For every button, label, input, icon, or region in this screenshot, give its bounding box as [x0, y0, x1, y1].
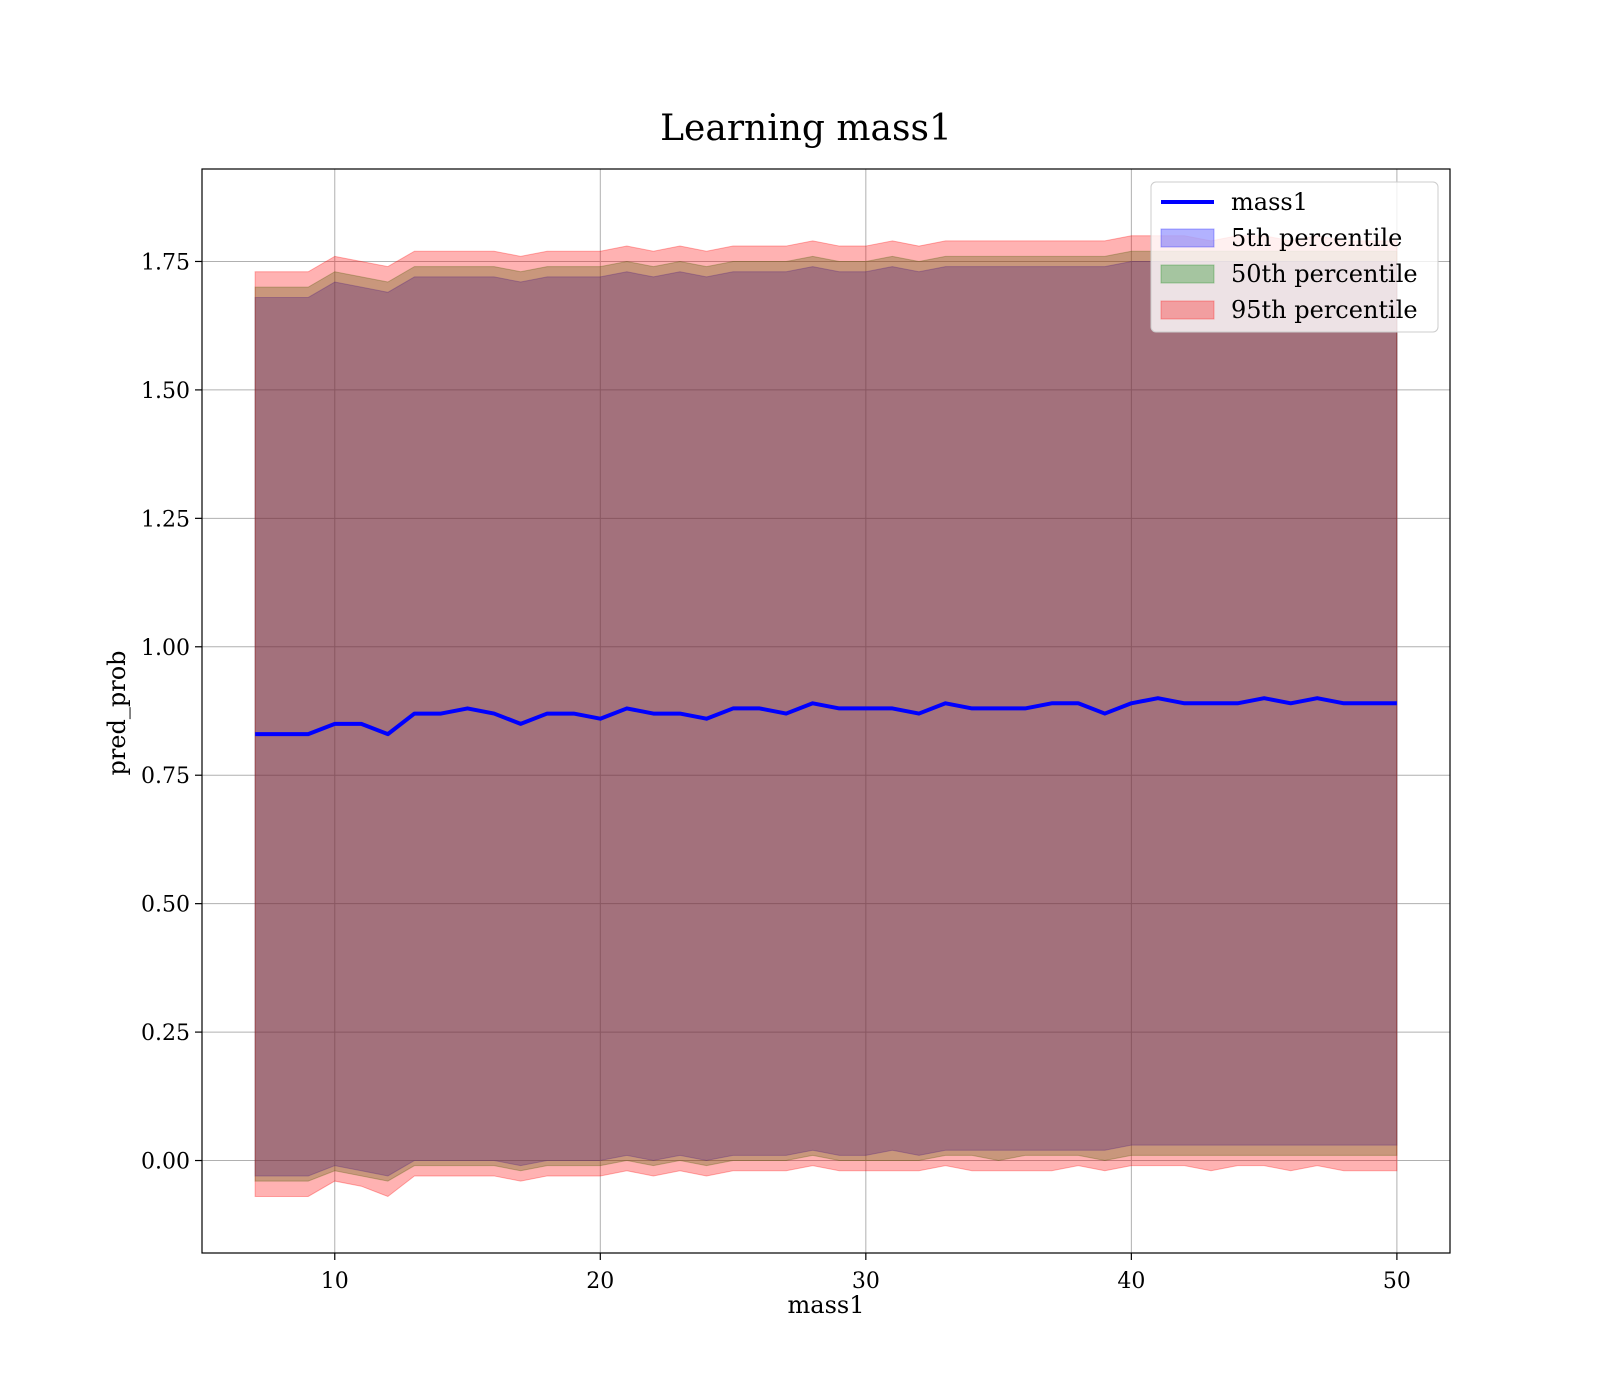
x-tick-label: 20: [586, 1269, 614, 1294]
y-tick-label: 0.25: [141, 1021, 190, 1046]
x-axis-label: mass1: [788, 1291, 865, 1319]
legend-label: 50th percentile: [1231, 260, 1418, 288]
band-5th-percentile: [254, 260, 1398, 1177]
legend-swatch-95th-percentile: [1160, 300, 1215, 320]
legend-swatch-5th-percentile: [1160, 228, 1215, 248]
legend-label: mass1: [1231, 188, 1308, 216]
y-axis-label: pred_prob: [103, 650, 131, 775]
y-tick-label: 1.25: [141, 507, 190, 532]
grid-lines: [202, 169, 1450, 1253]
band-95th-percentile: [254, 235, 1398, 1198]
y-tick-label: 0.50: [141, 893, 190, 918]
y-tick-label: 1.75: [141, 250, 190, 275]
x-tick-label: 30: [852, 1269, 880, 1294]
y-tick-label: 0.00: [141, 1150, 190, 1175]
chart-title: Learning mass1: [660, 108, 952, 149]
legend: mass1 5th percentile 50th percentile 95th p…: [1150, 181, 1439, 333]
legend-label: 5th percentile: [1231, 224, 1402, 252]
legend-swatch-50th-percentile: [1160, 264, 1215, 284]
x-tick-label: 10: [321, 1269, 349, 1294]
plot-area: 10 20 30 40 50 0.00 0.25 0.50 0.75 1.00 1.25 1.50 1.…: [141, 168, 1451, 1294]
band-50th-percentile: [254, 250, 1398, 1182]
y-tick-label: 0.75: [141, 764, 190, 789]
legend-label: 95th percentile: [1231, 296, 1418, 324]
x-tick-label: 50: [1383, 1269, 1411, 1294]
legend-box: [1150, 181, 1439, 333]
x-tick-label: 40: [1117, 1269, 1145, 1294]
y-tick-label: 1.50: [141, 379, 190, 404]
series-line-mass1: [255, 696, 1397, 737]
axes-frame: [201, 168, 1451, 1254]
y-tick-label: 1.00: [141, 636, 190, 661]
data-layer: [254, 235, 1398, 1198]
